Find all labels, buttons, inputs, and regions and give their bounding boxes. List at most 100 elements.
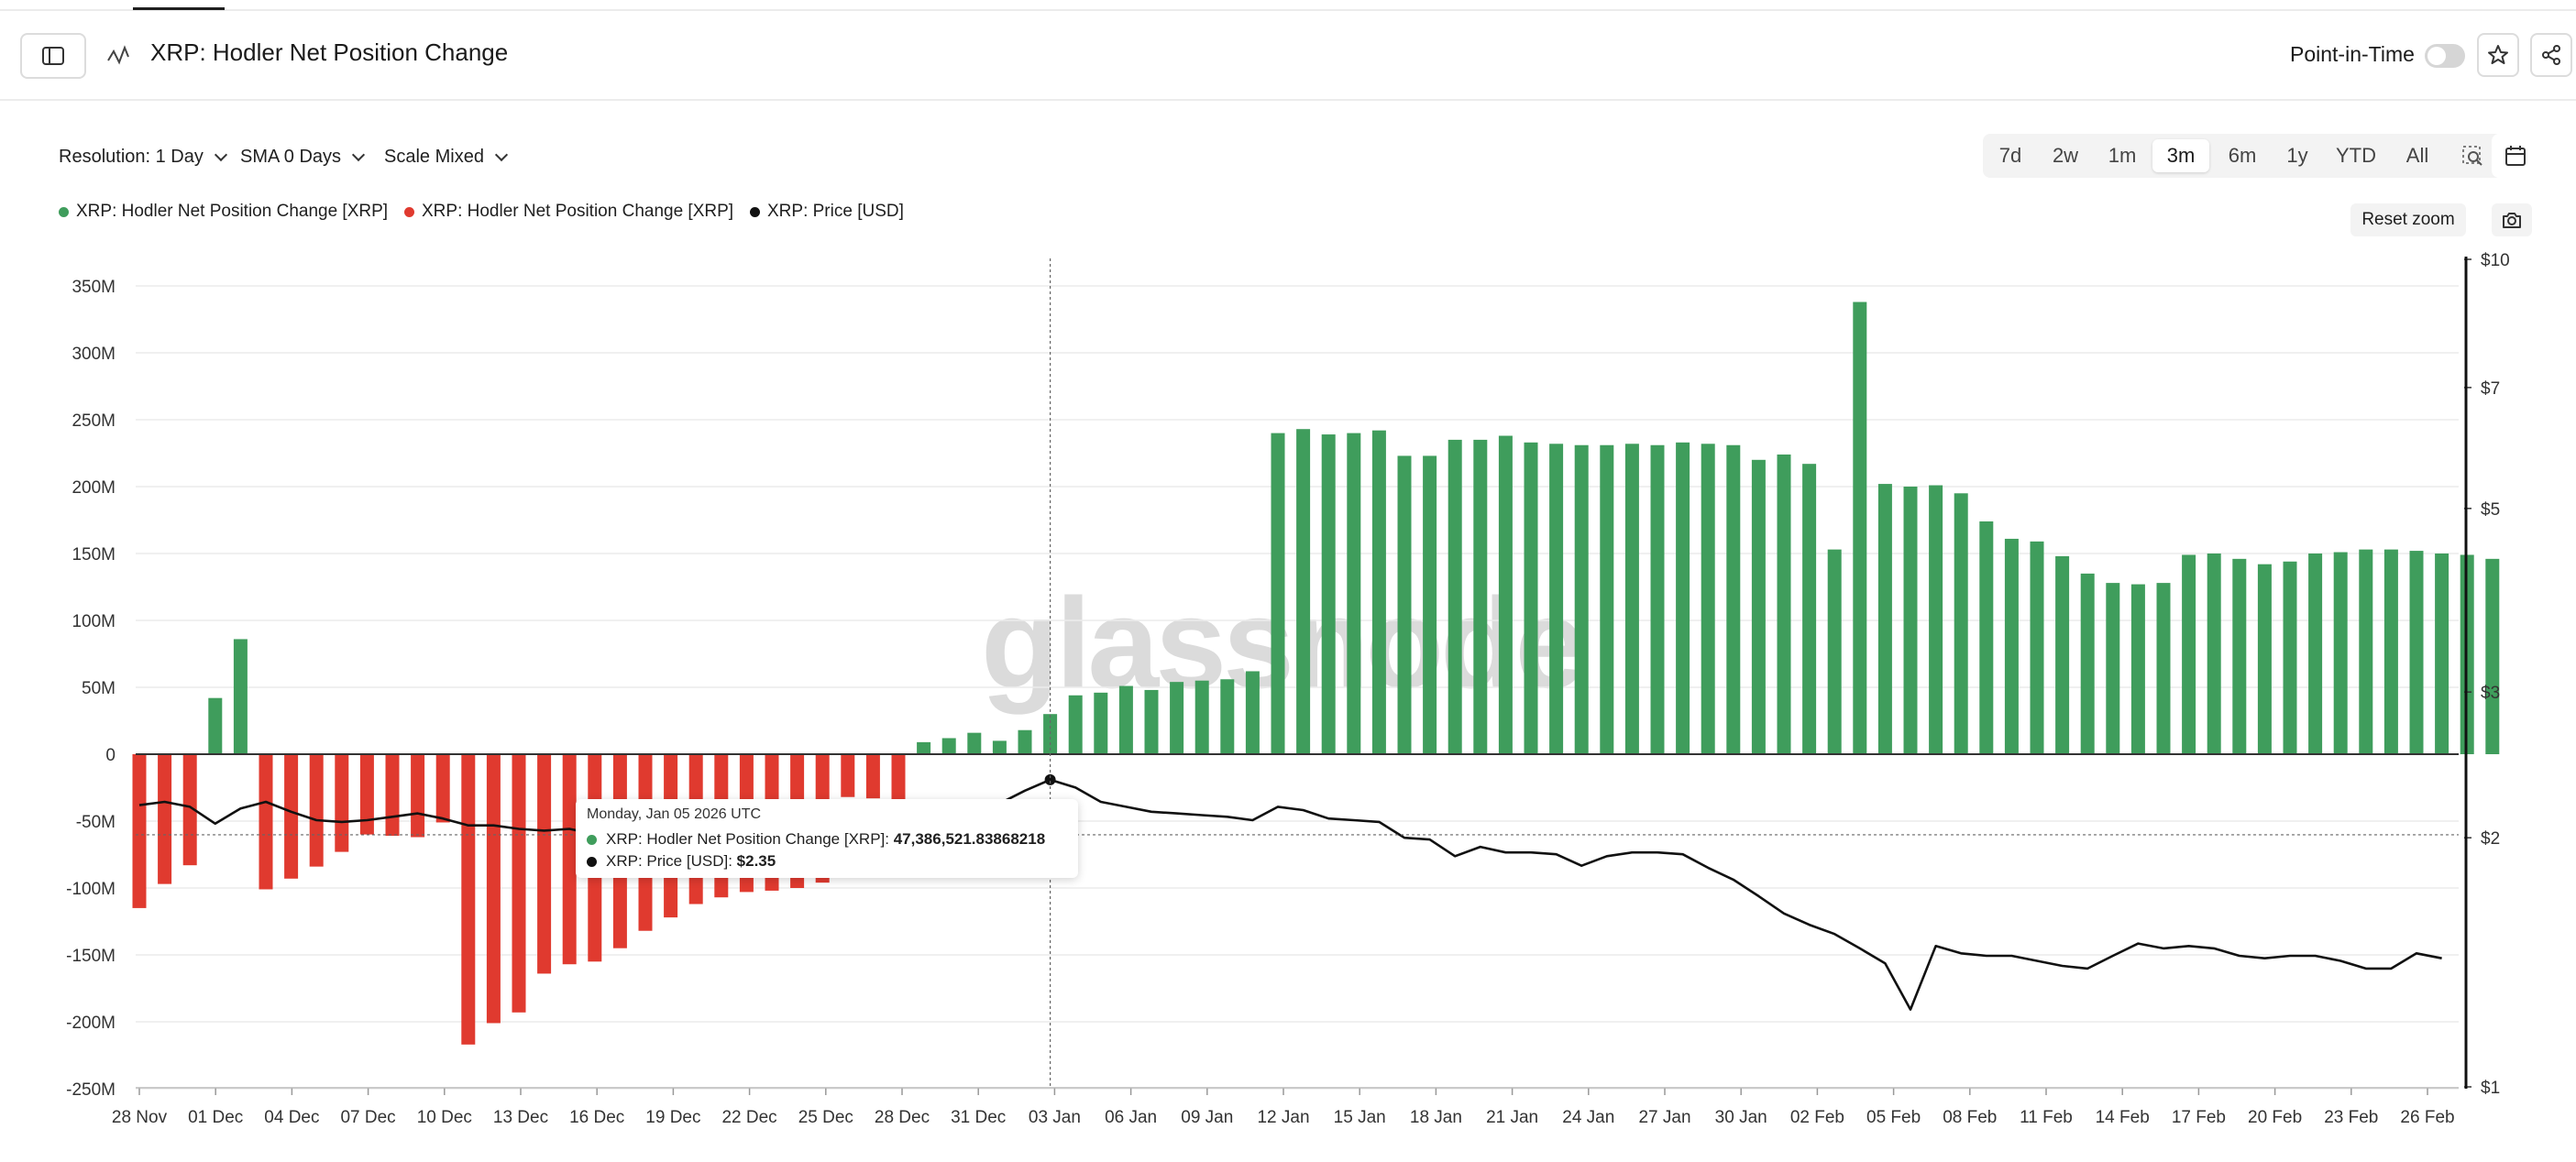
bar-positive[interactable] [2156,583,2171,754]
bar-negative[interactable] [284,754,299,879]
bar-positive[interactable] [2080,573,2095,754]
range-6m-button[interactable]: 6m [2228,144,2257,167]
bar-negative[interactable] [841,754,855,797]
bar-positive[interactable] [1296,429,1311,754]
bar-negative[interactable] [309,754,324,867]
bar-positive[interactable] [1600,444,1614,754]
bar-negative[interactable] [865,754,880,799]
bar-positive[interactable] [2359,549,2373,754]
bar-negative[interactable] [182,754,197,866]
bar-negative[interactable] [132,754,147,908]
bar-positive[interactable] [1018,729,1032,754]
legend-item-hodler-negative[interactable]: XRP: Hodler Net Position Change [XRP] [404,202,733,222]
bar-positive[interactable] [1751,459,1766,754]
bar-positive[interactable] [1726,444,1741,754]
bar-positive[interactable] [1118,685,1133,754]
bar-positive[interactable] [2106,583,2120,754]
bar-positive[interactable] [1043,714,1058,754]
screenshot-button[interactable] [2492,203,2532,236]
bar-positive[interactable] [1954,493,1968,754]
bar-positive[interactable] [1144,689,1159,754]
bar-negative[interactable] [461,754,476,1045]
bar-positive[interactable] [1321,434,1336,754]
bar-negative[interactable] [158,754,172,884]
price-line[interactable] [138,778,2442,1011]
bar-positive[interactable] [1498,435,1513,754]
bar-positive[interactable] [1194,680,1209,754]
bar-negative[interactable] [537,754,552,974]
bar-positive[interactable] [1448,439,1462,754]
bar-positive[interactable] [1802,464,1817,754]
bar-positive[interactable] [2130,584,2145,754]
bar-positive[interactable] [1624,444,1639,754]
bar-positive[interactable] [1979,521,1994,754]
bar-positive[interactable] [2409,551,2424,754]
legend-item-hodler-positive[interactable]: XRP: Hodler Net Position Change [XRP] [59,202,388,222]
bar-positive[interactable] [1827,549,1842,754]
sma-dropdown[interactable]: SMA 0 Days [240,147,366,168]
bar-positive[interactable] [1170,682,1184,754]
bar-positive[interactable] [1877,484,1892,754]
bar-negative[interactable] [385,754,400,837]
bar-positive[interactable] [1220,679,1235,754]
bar-positive[interactable] [1423,455,1437,754]
bar-positive[interactable] [2383,549,2398,754]
sidebar-toggle-button[interactable] [20,33,86,79]
bar-positive[interactable] [2030,541,2044,754]
resolution-dropdown[interactable]: Resolution: 1 Day [59,147,227,168]
share-button[interactable] [2530,33,2572,77]
bar-positive[interactable] [1245,671,1260,754]
bar-positive[interactable] [1676,442,1690,754]
range-ytd-button[interactable]: YTD [2336,144,2376,167]
bar-negative[interactable] [486,754,501,1024]
bar-positive[interactable] [2283,561,2297,754]
bar-positive[interactable] [941,738,956,754]
reset-zoom-button[interactable]: Reset zoom [2350,203,2466,236]
bar-positive[interactable] [1473,439,1488,754]
point-in-time-toggle[interactable] [2425,44,2465,68]
bar-negative[interactable] [512,754,526,1013]
bar-negative[interactable] [435,754,450,823]
bar-positive[interactable] [1929,485,1943,754]
favorite-button[interactable] [2477,33,2519,77]
range-1y-button[interactable]: 1y [2286,144,2308,167]
bar-negative[interactable] [562,754,577,965]
bar-negative[interactable] [891,754,906,800]
bar-positive[interactable] [1903,487,1918,754]
bar-positive[interactable] [1549,444,1564,754]
range-all-button[interactable]: All [2405,144,2429,167]
bar-positive[interactable] [1650,444,1665,754]
bar-positive[interactable] [2055,555,2070,754]
range-7d-button[interactable]: 7d [1998,144,2022,167]
zoom-select-button[interactable] [2449,139,2496,172]
bar-positive[interactable] [1574,444,1589,754]
bar-positive[interactable] [2485,558,2500,754]
bar-positive[interactable] [2004,538,2019,754]
bar-positive[interactable] [2257,564,2272,754]
bar-positive[interactable] [967,732,982,754]
bar-positive[interactable] [2182,554,2196,754]
bar-positive[interactable] [208,697,223,754]
scale-dropdown[interactable]: Scale Mixed [384,147,509,168]
date-picker-button[interactable] [2492,134,2539,178]
bar-positive[interactable] [1271,433,1285,754]
bar-positive[interactable] [1397,455,1412,754]
bar-positive[interactable] [233,639,248,754]
bar-positive[interactable] [2435,554,2449,754]
bar-positive[interactable] [1094,692,1108,754]
bar-positive[interactable] [1701,444,1715,754]
bar-positive[interactable] [1853,301,1867,754]
bar-positive[interactable] [2207,554,2221,754]
bar-positive[interactable] [1371,430,1386,754]
range-3m-button[interactable]: 3m [2152,139,2209,172]
bar-positive[interactable] [917,741,931,754]
bar-positive[interactable] [2232,558,2247,754]
bar-positive[interactable] [1068,695,1083,754]
bar-negative[interactable] [259,754,273,890]
bar-positive[interactable] [992,740,1007,754]
bar-negative[interactable] [411,754,425,838]
range-2w-button[interactable]: 2w [2052,144,2079,167]
bar-positive[interactable] [1524,442,1538,754]
bar-positive[interactable] [1347,433,1361,754]
